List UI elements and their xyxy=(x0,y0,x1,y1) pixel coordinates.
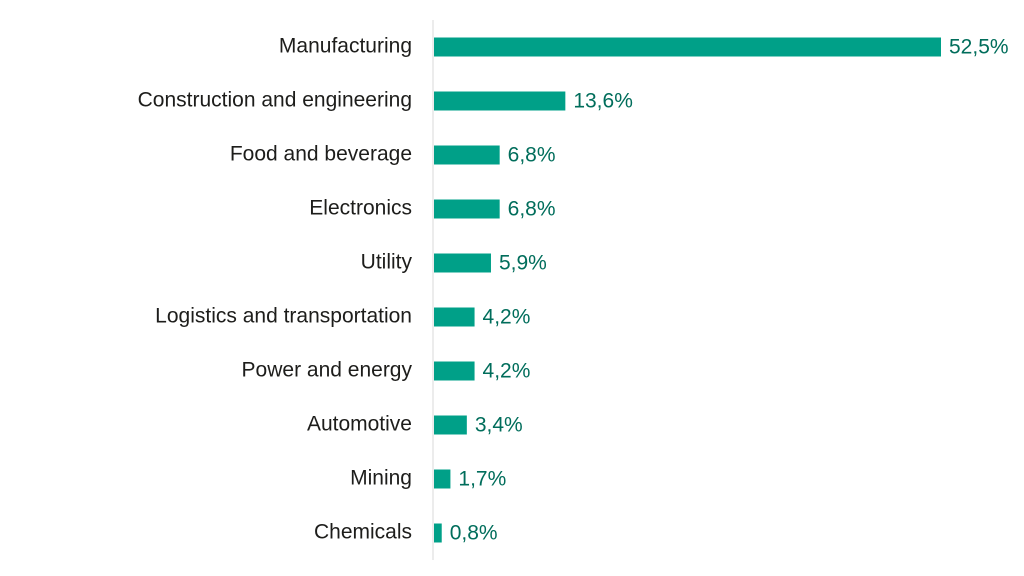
value-label-automotive: 3,4% xyxy=(475,414,523,437)
bar-construction-and-engineering xyxy=(434,91,566,111)
bar-chemicals xyxy=(434,523,442,543)
category-label-mining: Mining xyxy=(350,467,412,490)
category-label-utility: Utility xyxy=(361,251,413,274)
bars xyxy=(434,37,941,543)
category-label-chemicals: Chemicals xyxy=(314,521,412,544)
bar-logistics-and-transportation xyxy=(434,307,475,327)
bar-utility xyxy=(434,253,491,273)
category-label-logistics-and-transportation: Logistics and transportation xyxy=(155,305,412,328)
category-label-food-and-beverage: Food and beverage xyxy=(230,143,412,166)
bar-electronics xyxy=(434,199,500,219)
value-label-utility: 5,9% xyxy=(499,252,547,275)
value-label-power-and-energy: 4,2% xyxy=(483,360,531,383)
value-label-mining: 1,7% xyxy=(458,468,506,491)
bar-manufacturing xyxy=(434,37,941,57)
category-label-electronics: Electronics xyxy=(309,197,412,220)
bar-automotive xyxy=(434,415,467,435)
bar-mining xyxy=(434,469,451,489)
category-label-power-and-energy: Power and energy xyxy=(242,359,413,382)
category-label-automotive: Automotive xyxy=(307,413,412,436)
category-label-construction-and-engineering: Construction and engineering xyxy=(138,89,412,112)
category-labels: Manufacturing Construction and engineerin… xyxy=(138,35,413,544)
value-label-logistics-and-transportation: 4,2% xyxy=(483,306,531,329)
bar-power-and-energy xyxy=(434,361,475,381)
category-label-manufacturing: Manufacturing xyxy=(279,35,412,58)
value-label-construction-and-engineering: 13,6% xyxy=(573,90,633,113)
bar-food-and-beverage xyxy=(434,145,500,165)
value-label-electronics: 6,8% xyxy=(508,198,556,221)
value-label-manufacturing: 52,5% xyxy=(949,36,1009,59)
value-label-chemicals: 0,8% xyxy=(450,522,498,545)
value-label-food-and-beverage: 6,8% xyxy=(508,144,556,167)
value-labels: 52,5% 13,6% 6,8% 6,8% 5,9% 4,2% 4,2% 3,4% 1,7% 0,… xyxy=(450,36,1009,545)
